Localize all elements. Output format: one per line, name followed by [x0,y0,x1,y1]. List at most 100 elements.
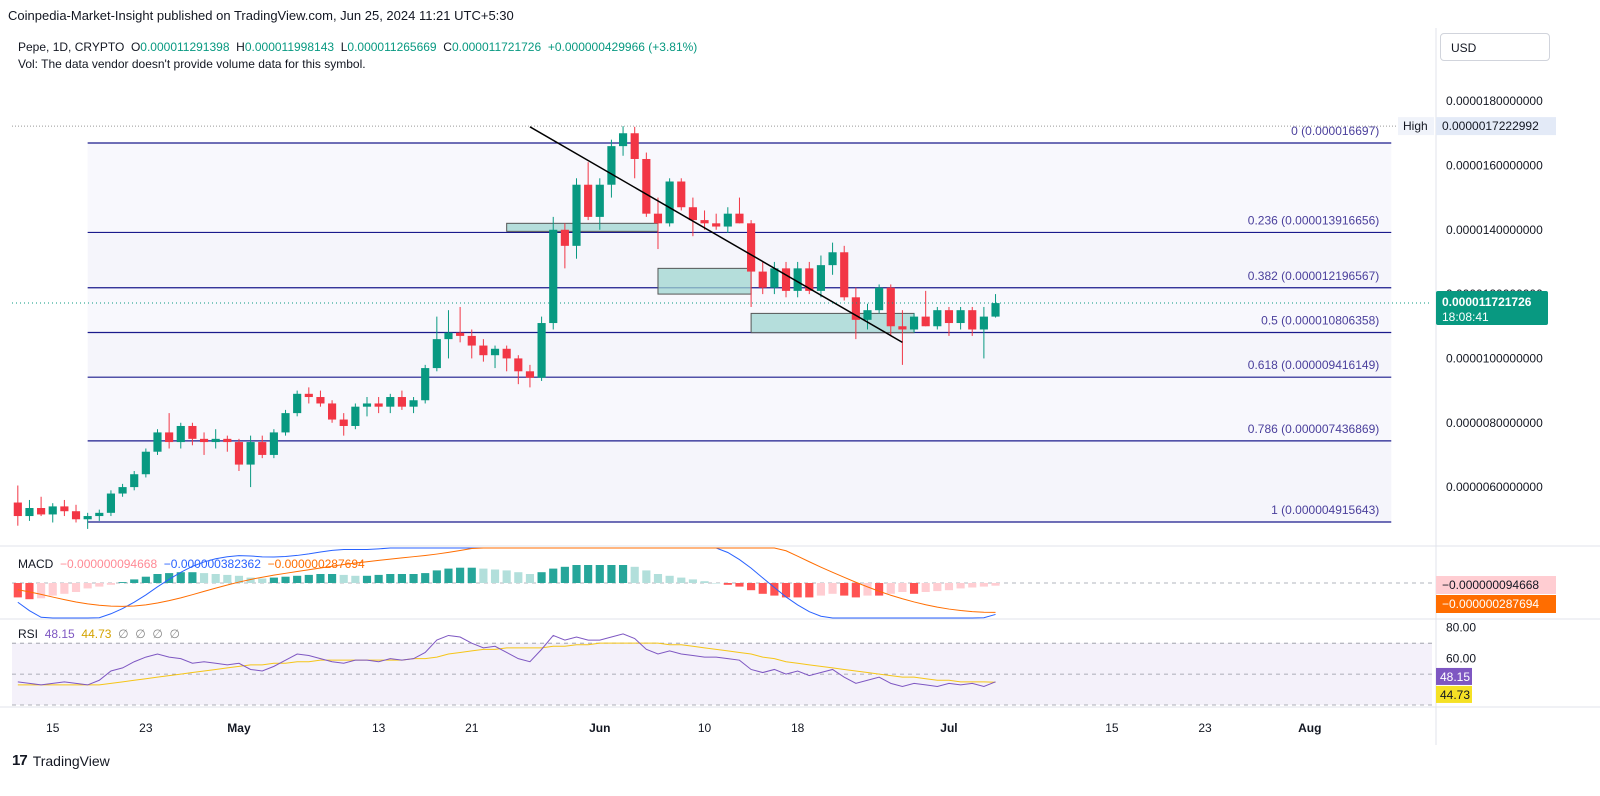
support-zones [506,222,915,334]
open-value: 0.000011291398 [140,40,230,54]
macd-histogram-bar [106,583,116,585]
close-value: 0.000011721726 [451,40,542,54]
macd-histogram-bar [351,575,360,583]
rsi-line [17,633,996,687]
candle-body [130,474,139,488]
candle-body [316,397,325,404]
rsi-ma-tag-bg [1436,685,1472,703]
currency-selector[interactable]: USD [1440,33,1550,61]
macd-histogram-bar [525,574,535,583]
macd-histogram-bar [95,583,104,587]
high-tag: High [1403,119,1428,133]
candle-body [514,358,523,372]
time-tick-label: Jun [589,721,610,735]
candle-body [944,310,954,324]
candle-body [234,442,244,465]
macd-histogram-bar [514,572,523,583]
time-tick-label: 23 [1198,721,1212,735]
close-label: C [443,40,452,54]
macd-histogram-bar [188,572,197,583]
macd-histogram-bar [409,574,418,583]
fib-label: 0.786 (0.000007436869) [1248,422,1379,436]
published-info: Coinpedia-Market-Insight published on Tr… [8,8,514,23]
macd-histogram-bar [584,565,593,583]
time-tick-label: Jul [940,721,957,735]
macd-legend: MACD −0.000000094668 −0.000000382362 −0.… [18,557,365,571]
macd-histogram-bar [328,574,337,583]
macd-histogram-bar [199,573,209,583]
signal-axis-tag: −0.000000287694 [1442,597,1539,611]
time-tick-label: 21 [465,721,479,735]
candle-body [560,229,569,246]
rsi-pane: 80.00 60.00 48.15 44.73 [12,621,1476,706]
fib-band [87,332,1392,378]
candle-body [863,310,872,320]
high-label: H [236,40,245,54]
low-label: L [340,40,348,54]
candle-body [979,316,988,330]
high-value: 0.000011998143 [244,40,335,54]
rsi-value-tag-bg [1436,667,1472,685]
candle-body [851,297,860,320]
macd-histogram-bar [48,583,57,596]
candle-body [199,438,209,443]
macd-histogram-bar [816,583,826,596]
rsi-label: RSI [18,627,39,641]
tradingview-brand[interactable]: 17 TradingView [12,752,110,769]
macd-histogram-bar [653,574,663,583]
rsi-ma-line [17,642,996,686]
time-tick-label: 15 [1105,721,1119,735]
macd-histogram-bar [665,575,674,583]
macd-histogram-bar [607,565,616,583]
candle-body [25,508,34,517]
rsi-value-tag: 48.15 [1440,670,1470,684]
macd-histogram-bar [712,583,721,584]
candle-body [886,287,895,327]
macd-histogram-bar [770,583,779,596]
macd-histogram-bar [886,583,895,594]
fib-band [87,377,1392,441]
candle-body [956,310,965,324]
time-tick-label: 23 [139,721,153,735]
macd-histogram-bar [281,576,290,583]
macd-histogram-bar [933,583,942,592]
rsi-placeholder: ∅ [152,627,163,641]
macd-histogram-bar [572,565,581,583]
candle-body [828,252,837,266]
fib-band [87,287,1392,333]
macd-histogram-bar [258,578,267,583]
price-chart[interactable]: 0 (0.000016697) 0.236 (0.000013916656) 0.3… [0,0,1600,745]
candle-body [537,323,546,378]
rsi-tick-label: 80.00 [1446,621,1476,635]
candle-body [95,512,104,517]
macd-histogram-bar [130,579,139,583]
macd-histogram-bar [362,575,372,583]
candle-body [351,406,360,426]
macd-histogram-bar [165,573,174,583]
candle-body [875,287,884,311]
macd-axis-tag: −0.000000094668 [1442,578,1539,592]
low-value: 0.000011265669 [347,40,437,54]
macd-histogram-bar [781,583,791,598]
current-price-tag-bg [1436,291,1548,326]
candle-body [618,133,628,147]
candle-body [653,213,663,224]
fib-label: 0 (0.000016697) [1291,124,1379,138]
macd-histogram-bar [25,583,34,600]
macd-histogram-bar [549,568,558,583]
macd-histogram-bar [805,583,814,598]
candle-body [840,252,849,298]
price-axis: 0.0000180000000 0.0000160000000 0.00001400… [12,94,1556,494]
candle-body [374,403,383,407]
macd-histogram-bar [223,574,232,583]
macd-histogram-bar [502,570,511,583]
candle-body [397,397,406,407]
macd-histogram-bar [618,565,628,583]
symbol-name[interactable]: Pepe, 1D, CRYPTO [18,40,125,54]
high-tag-bg [1398,117,1434,136]
candle-body [688,207,697,221]
macd-histogram-bar [211,574,220,583]
candle-body [106,493,116,513]
candle-body [781,268,791,291]
time-tick-label: 13 [372,721,386,735]
